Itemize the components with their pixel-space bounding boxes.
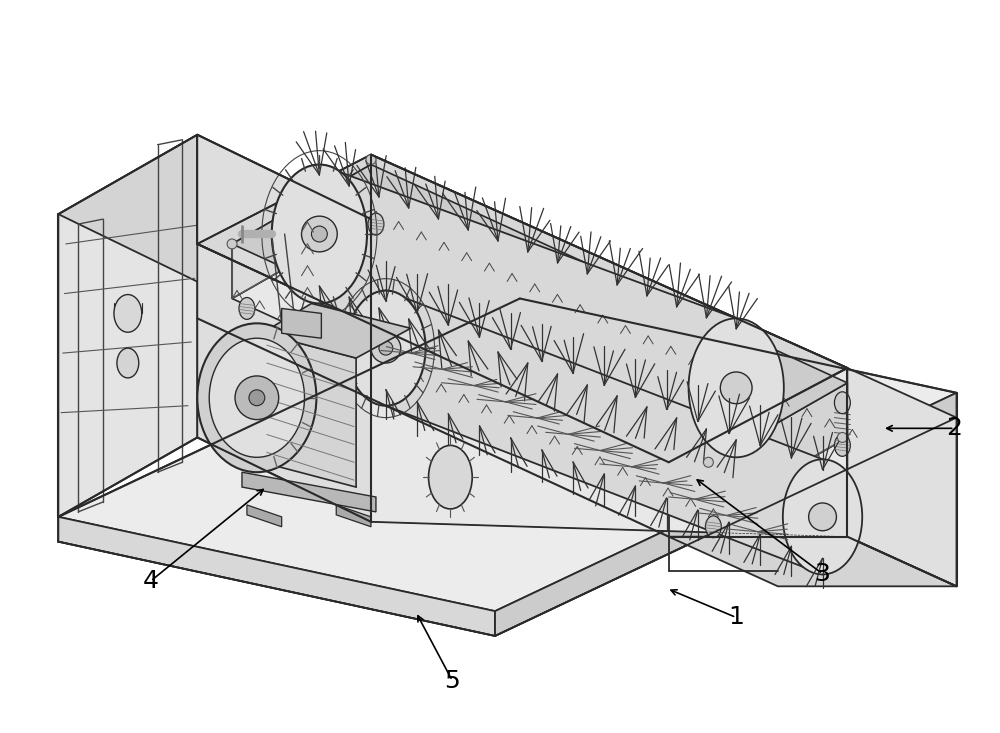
Ellipse shape <box>705 516 721 538</box>
Polygon shape <box>58 135 197 517</box>
Polygon shape <box>242 472 376 512</box>
Text: 4: 4 <box>143 569 159 593</box>
Polygon shape <box>386 290 823 575</box>
Polygon shape <box>58 517 495 636</box>
Ellipse shape <box>834 435 850 457</box>
Polygon shape <box>197 135 371 522</box>
Ellipse shape <box>783 460 862 575</box>
Polygon shape <box>371 155 847 537</box>
Polygon shape <box>58 298 957 611</box>
Text: 2: 2 <box>947 416 963 441</box>
Text: 5: 5 <box>444 668 460 693</box>
Polygon shape <box>282 309 321 338</box>
Polygon shape <box>319 164 736 457</box>
Polygon shape <box>247 505 282 527</box>
Ellipse shape <box>834 392 850 413</box>
Polygon shape <box>336 505 371 527</box>
Polygon shape <box>197 155 847 463</box>
Circle shape <box>366 155 376 164</box>
Ellipse shape <box>239 298 255 320</box>
Circle shape <box>379 341 393 355</box>
Ellipse shape <box>429 446 472 509</box>
Circle shape <box>703 457 713 467</box>
Ellipse shape <box>346 290 426 405</box>
Ellipse shape <box>117 348 139 378</box>
Text: 3: 3 <box>815 561 830 586</box>
Polygon shape <box>262 303 411 358</box>
Circle shape <box>720 372 752 404</box>
Polygon shape <box>232 219 847 517</box>
Ellipse shape <box>689 318 784 457</box>
Polygon shape <box>495 393 957 636</box>
Polygon shape <box>669 537 957 586</box>
Polygon shape <box>847 368 957 586</box>
Ellipse shape <box>114 295 142 332</box>
Polygon shape <box>58 135 371 298</box>
Polygon shape <box>262 334 356 487</box>
Text: 1: 1 <box>728 605 744 630</box>
Ellipse shape <box>272 164 367 303</box>
Polygon shape <box>708 383 847 517</box>
Circle shape <box>302 216 337 252</box>
Circle shape <box>227 239 237 249</box>
Circle shape <box>249 390 265 405</box>
Circle shape <box>235 376 279 419</box>
Circle shape <box>837 432 847 443</box>
Ellipse shape <box>197 323 316 472</box>
Polygon shape <box>232 164 847 463</box>
Polygon shape <box>232 164 371 298</box>
Circle shape <box>809 503 836 531</box>
Circle shape <box>371 334 401 363</box>
Ellipse shape <box>209 338 304 457</box>
Circle shape <box>311 226 327 242</box>
Ellipse shape <box>368 213 384 235</box>
